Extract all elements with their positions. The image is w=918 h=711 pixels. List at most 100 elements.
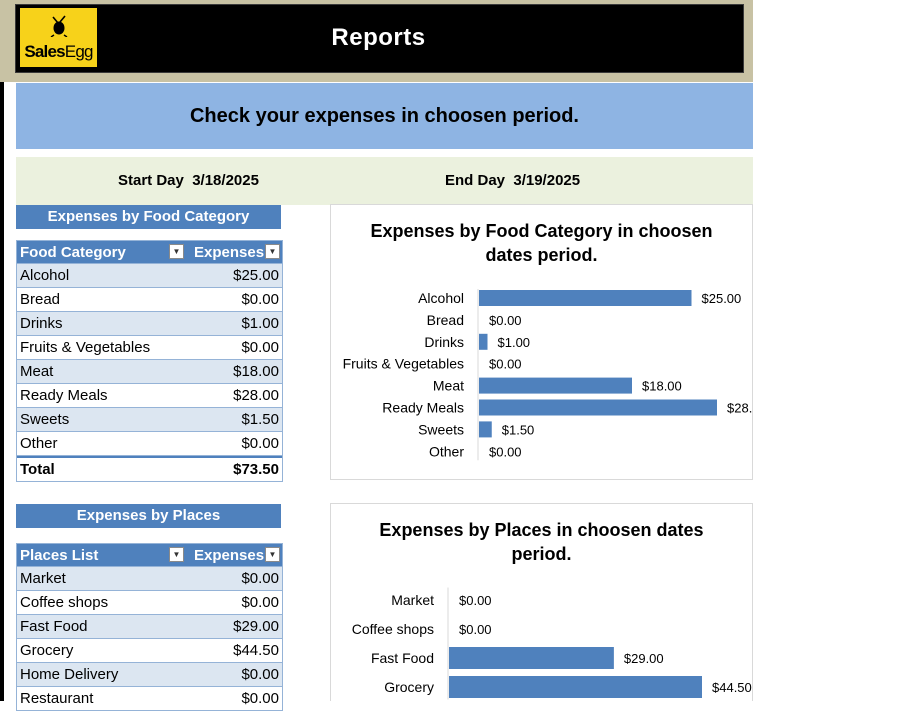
row-expense: $1.00: [241, 315, 279, 332]
column-header-places-list[interactable]: Places List ▼: [17, 544, 184, 566]
logo-text-egg: Egg: [64, 42, 94, 61]
row-expense: $0.00: [241, 594, 279, 611]
places-chart-plot: Market $0.00 Coffee shops $0.00 Fast Food $29…: [352, 587, 752, 700]
table-row[interactable]: Home Delivery $0.00: [17, 663, 282, 687]
data-label: $25.00: [702, 291, 742, 306]
row-expense: $29.00: [233, 618, 279, 635]
data-label: $18.00: [642, 379, 682, 394]
food-category-table: Food Category ▼ Expenses ▼ Alcohol $25.00…: [16, 240, 283, 482]
row-category: Ready Meals: [20, 387, 108, 404]
data-label: $0.00: [459, 622, 492, 637]
row-place: Fast Food: [20, 618, 88, 635]
data-label: $44.50: [712, 680, 752, 695]
page-title: Reports: [331, 24, 426, 51]
filter-dropdown-icon[interactable]: ▼: [169, 547, 184, 562]
food-category-chart[interactable]: Expenses by Food Category in choosen dat…: [330, 204, 753, 480]
row-expense: $28.00: [233, 387, 279, 404]
filter-dropdown-icon[interactable]: ▼: [265, 547, 280, 562]
filter-dropdown-icon[interactable]: ▼: [265, 244, 280, 259]
row-category: Other: [20, 435, 58, 452]
row-category: Drinks: [20, 315, 63, 332]
column-header-label: Places List: [20, 546, 99, 564]
logo-text-sales: Sales: [24, 42, 65, 61]
row-category: Fruits & Vegetables: [20, 339, 151, 356]
row-expense: $44.50: [233, 642, 279, 659]
table-total-row[interactable]: Total $73.50: [17, 456, 282, 482]
table-row[interactable]: Alcohol $25.00: [17, 264, 282, 288]
category-label: Coffee shops: [352, 621, 434, 637]
data-label: $1.00: [498, 335, 531, 350]
end-day-label: End Day: [445, 172, 506, 189]
column-header-expenses[interactable]: Expenses ▼: [184, 241, 282, 263]
end-day-value: 3/19/2025: [513, 172, 581, 189]
row-category: Meat: [20, 363, 54, 380]
data-label: $0.00: [489, 313, 522, 328]
category-label: Grocery: [384, 679, 434, 695]
row-category: Alcohol: [20, 267, 70, 284]
table-header: Food Category ▼ Expenses ▼: [17, 241, 282, 264]
row-place: Grocery: [20, 642, 74, 659]
sheet-edge-gap: [4, 82, 12, 701]
category-label: Market: [391, 592, 434, 608]
chart-title-line2: dates period.: [485, 245, 598, 265]
table-row[interactable]: Ready Meals $28.00: [17, 384, 282, 408]
table-row[interactable]: Restaurant $0.00: [17, 687, 282, 711]
date-range-row: Start Day 3/18/2025 End Day 3/19/2025: [16, 157, 753, 205]
category-label: Bread: [427, 312, 464, 328]
chart-title: Expenses by Places in choosen dates peri…: [331, 518, 752, 566]
row-place: Restaurant: [20, 690, 94, 707]
end-day[interactable]: End Day 3/19/2025: [445, 157, 580, 205]
category-label: Fast Food: [371, 650, 434, 666]
chart-title: Expenses by Food Category in choosen dat…: [331, 219, 752, 267]
column-header-label: Food Category: [20, 243, 126, 261]
filter-dropdown-icon[interactable]: ▼: [169, 244, 184, 259]
bar: [479, 290, 692, 306]
bar: [479, 399, 717, 416]
total-label: Total: [20, 461, 55, 478]
table-row[interactable]: Sweets $1.50: [17, 408, 282, 432]
table-row[interactable]: Market $0.00: [17, 567, 282, 591]
app-logo[interactable]: SalesEgg: [20, 8, 97, 67]
table-row[interactable]: Other $0.00: [17, 432, 282, 456]
start-day[interactable]: Start Day 3/18/2025: [118, 157, 259, 205]
food-section-header: Expenses by Food Category: [16, 205, 281, 229]
row-expense: $0.00: [241, 570, 279, 587]
header-bar: [15, 4, 744, 73]
table-row[interactable]: Fast Food $29.00: [17, 615, 282, 639]
category-label: Fruits & Vegetables: [343, 356, 464, 372]
data-label: $0.00: [459, 593, 492, 608]
row-expense: $0.00: [241, 339, 279, 356]
egg-character-icon: [50, 15, 68, 37]
table-header: Places List ▼ Expenses ▼: [17, 544, 282, 567]
row-place: Coffee shops: [20, 594, 109, 611]
bar: [479, 421, 492, 438]
table-row[interactable]: Meat $18.00: [17, 360, 282, 384]
category-label: Meat: [433, 378, 464, 394]
row-category: Sweets: [20, 411, 70, 428]
row-expense: $25.00: [233, 267, 279, 284]
column-header-label: Expenses: [194, 243, 265, 261]
subtitle-banner: Check your expenses in choosen period.: [16, 83, 753, 149]
places-table: Places List ▼ Expenses ▼ Market $0.00 Cof…: [16, 543, 283, 711]
chart-title-line2: period.: [511, 544, 572, 564]
row-expense: $0.00: [241, 690, 279, 707]
table-row[interactable]: Coffee shops $0.00: [17, 591, 282, 615]
row-place: Market: [20, 570, 66, 587]
row-place: Home Delivery: [20, 666, 119, 683]
table-row[interactable]: Grocery $44.50: [17, 639, 282, 663]
bar: [449, 676, 702, 698]
bar: [479, 377, 632, 394]
data-label: $28.00: [727, 401, 752, 416]
food-category-chart-plot: Alcohol $25.00 Bread $0.00 Drinks $1.00 Fruits…: [343, 289, 752, 461]
table-row[interactable]: Drinks $1.00: [17, 312, 282, 336]
places-chart[interactable]: Expenses by Places in choosen dates peri…: [330, 503, 753, 701]
table-row[interactable]: Fruits & Vegetables $0.00: [17, 336, 282, 360]
places-section-header: Expenses by Places: [16, 504, 281, 528]
start-day-label: Start Day: [118, 172, 184, 189]
category-label: Ready Meals: [382, 400, 464, 416]
table-row[interactable]: Bread $0.00: [17, 288, 282, 312]
logo-text: SalesEgg: [20, 42, 97, 62]
row-expense: $0.00: [241, 666, 279, 683]
column-header-expenses[interactable]: Expenses ▼: [184, 544, 282, 566]
column-header-food-category[interactable]: Food Category ▼: [17, 241, 184, 263]
